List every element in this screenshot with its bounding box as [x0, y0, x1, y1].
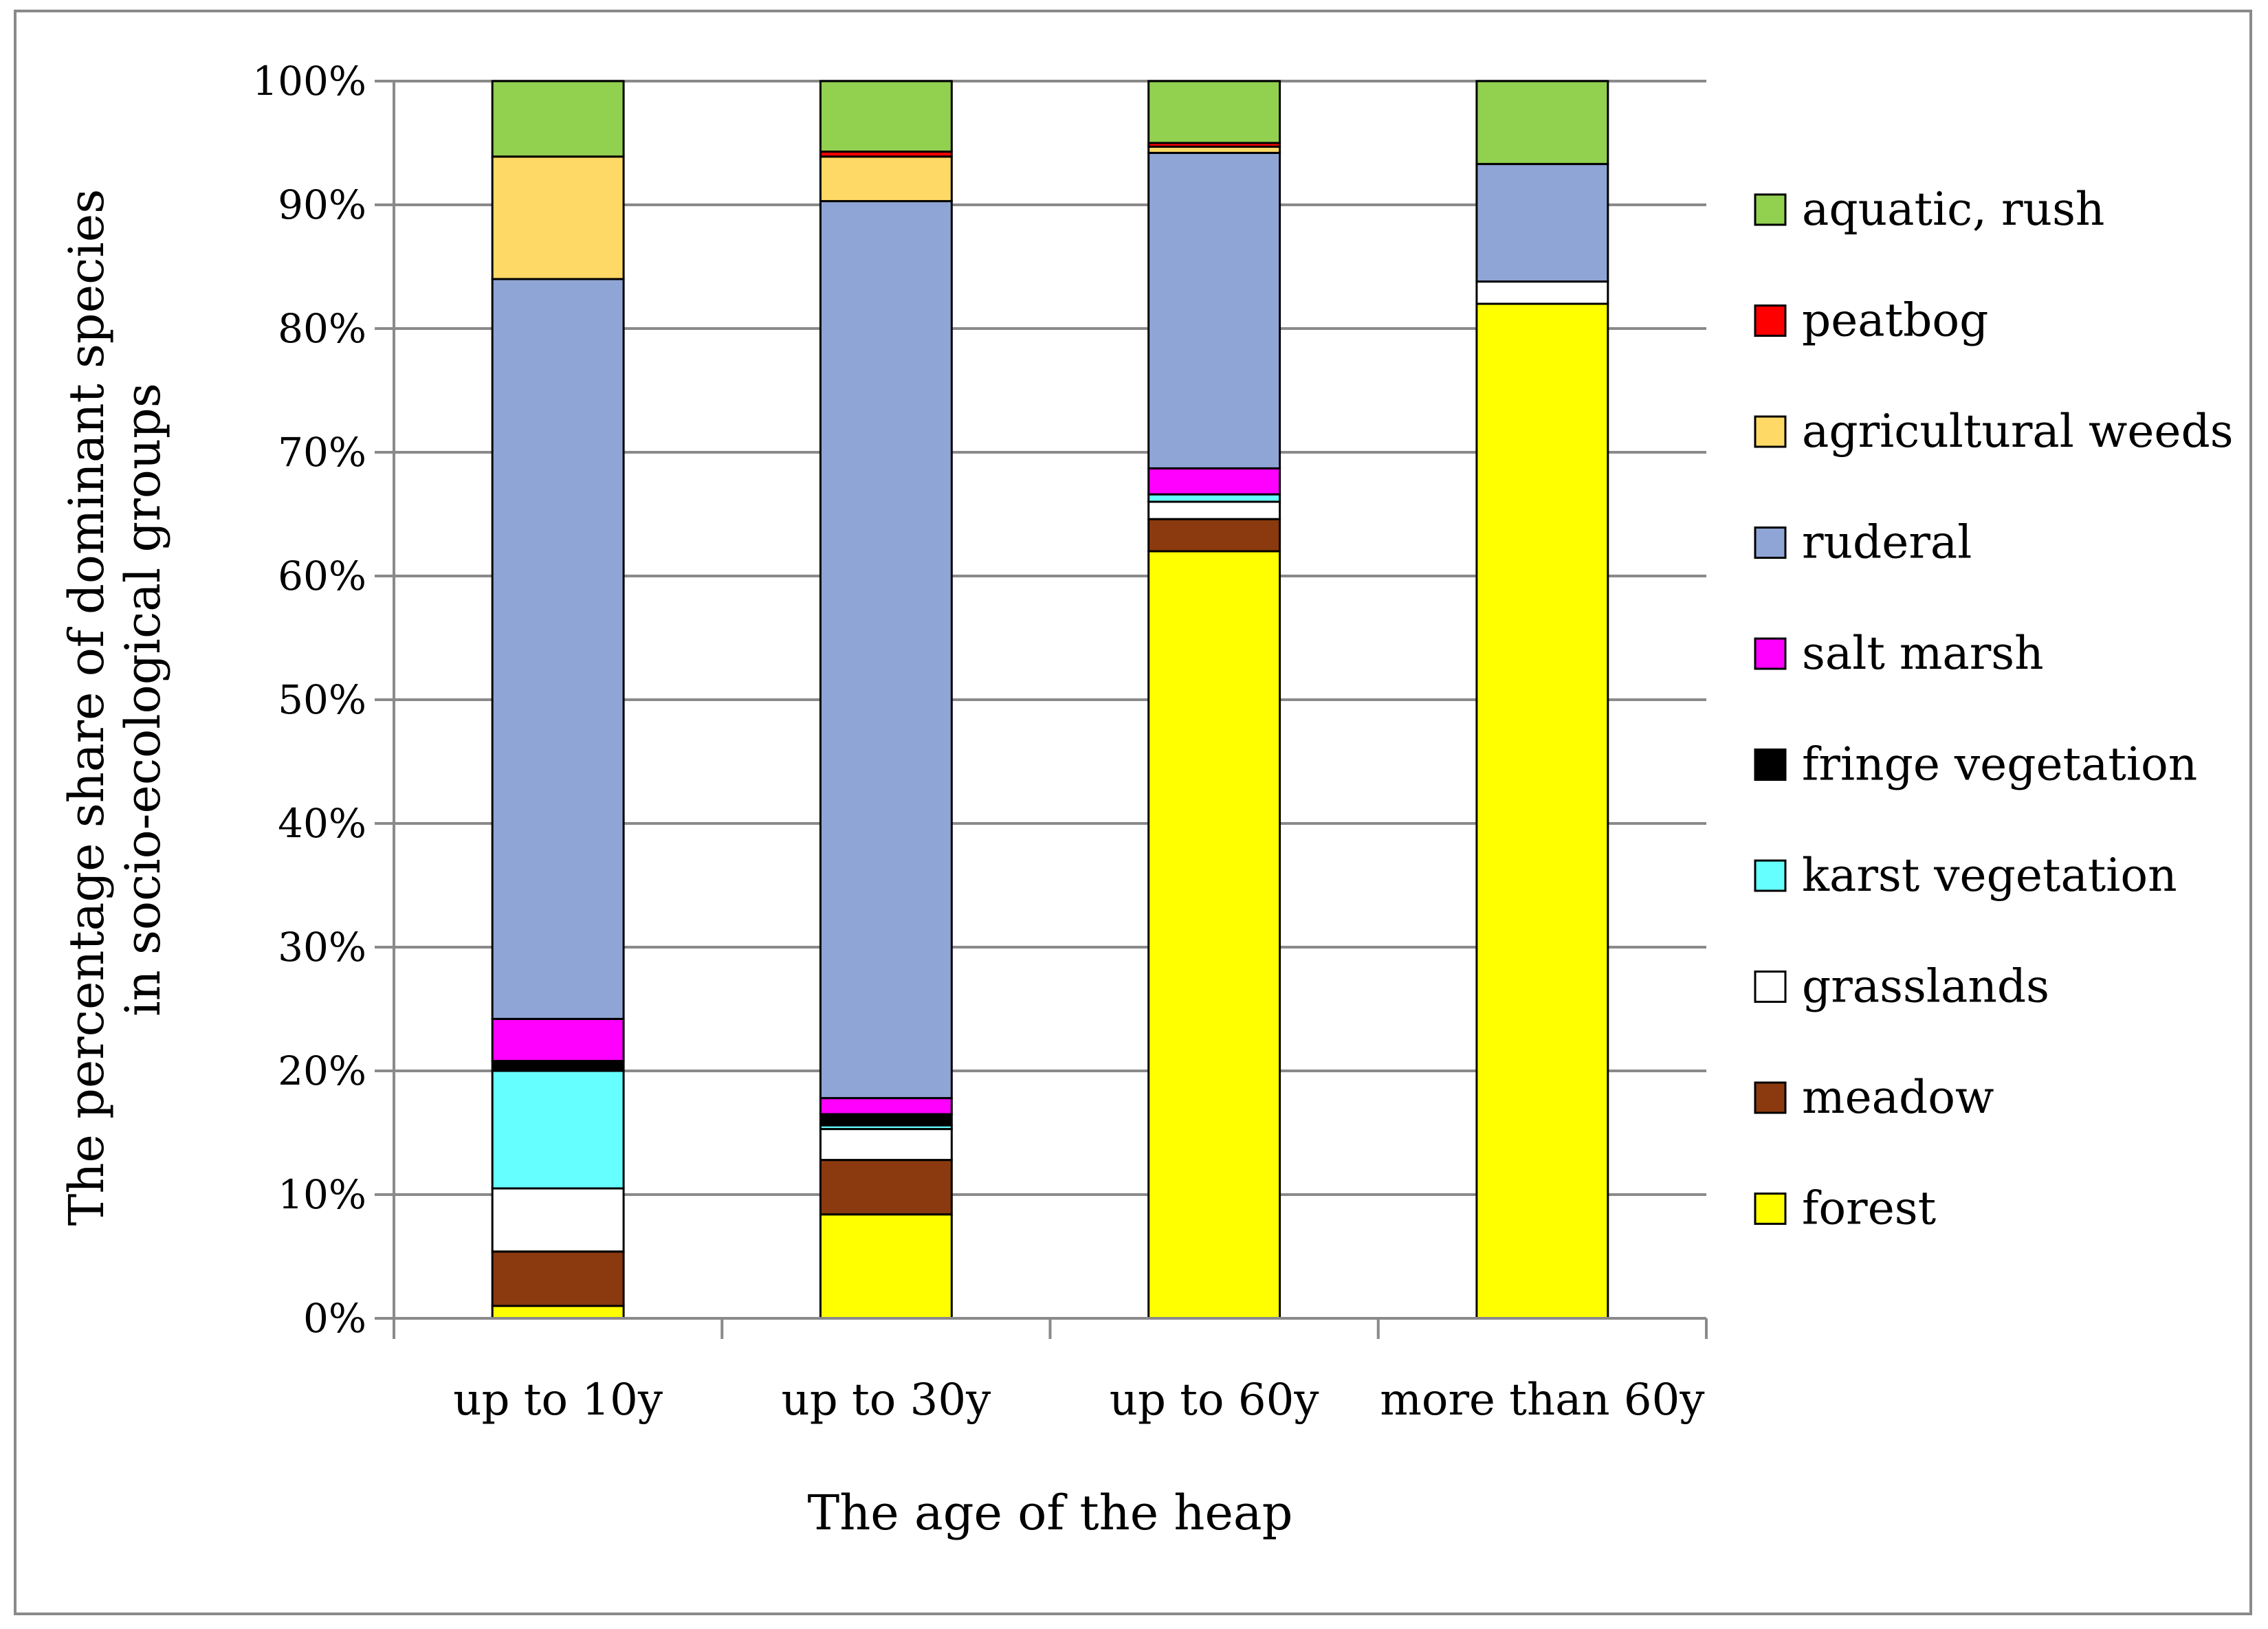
bar-segment-karst-vegetation — [1147, 493, 1281, 503]
y-tick-label: 10% — [278, 1171, 366, 1218]
bar-segment-salt-marsh — [491, 1017, 625, 1063]
legend-swatch — [1754, 1193, 1787, 1225]
legend: aquatic, rush peatbog agricultural weeds ru… — [1754, 183, 2234, 1235]
axes — [393, 81, 1708, 1339]
legend-label: salt marsh — [1802, 627, 2044, 680]
bar-segment-grasslands — [1147, 500, 1281, 520]
legend-item-ruderal: ruderal — [1754, 516, 1972, 569]
bar-segment-forest — [1475, 302, 1609, 1320]
legend-item-meadow: meadow — [1754, 1071, 1994, 1124]
legend-swatch — [1754, 304, 1787, 337]
bar-segment-salt-marsh — [819, 1097, 953, 1116]
bar-segment-meadow — [1147, 518, 1281, 553]
legend-swatch — [1754, 1081, 1787, 1114]
bar-segment-grasslands — [819, 1128, 953, 1162]
bar-segment-forest — [819, 1213, 953, 1320]
bar-segment-aquatic-rush — [1475, 80, 1609, 166]
y-tick-label: 100% — [252, 58, 366, 104]
bar-segment-aquatic-rush — [491, 80, 625, 158]
y-tick-labels: 0% 10% 20% 30% 40% 50% 60% 70% 80% 90% 100% — [252, 58, 366, 1342]
bar-segment-ruderal — [1475, 163, 1609, 283]
bar-segment-ruderal — [491, 278, 625, 1020]
bar-segment-agricultural-weeds — [491, 155, 625, 280]
x-tick-labels: up to 10y up to 30y up to 60y more than 60y — [453, 1375, 1704, 1426]
legend-item-agricultural-weeds: agricultural weeds — [1754, 405, 2234, 458]
legend-item-salt-marsh: salt marsh — [1754, 627, 2044, 680]
x-tick-label: more than 60y — [1380, 1375, 1704, 1426]
legend-item-karst-vegetation: karst vegetation — [1754, 849, 2177, 902]
legend-label: grasslands — [1802, 960, 2049, 1013]
bar-stack-up-to-30y — [819, 80, 953, 1320]
bar-stack-up-to-10y — [491, 80, 625, 1320]
y-axis-title-line-1: The percentage share of dominant species — [58, 189, 115, 1226]
y-tick-label: 70% — [278, 429, 366, 476]
bar-segment-fringe-vegetation — [819, 1113, 953, 1127]
bar-segment-grasslands — [1475, 280, 1609, 305]
bar-segment-forest — [1147, 550, 1281, 1320]
bar-segment-fringe-vegetation — [491, 1060, 625, 1072]
bar-stack-more-than-60y — [1475, 80, 1609, 1320]
legend-swatch — [1754, 859, 1787, 892]
bar-segment-ruderal — [819, 200, 953, 1100]
bar-segment-meadow — [819, 1159, 953, 1216]
legend-label: peatbog — [1802, 294, 1988, 347]
legend-swatch — [1754, 415, 1787, 448]
legend-swatch — [1754, 637, 1787, 670]
legend-label: forest — [1802, 1182, 1936, 1235]
x-axis-title: The age of the heap — [808, 1485, 1293, 1541]
legend-swatch — [1754, 193, 1787, 226]
bar-segment-salt-marsh — [1147, 467, 1281, 496]
legend-label: fringe vegetation — [1802, 738, 2197, 791]
y-tick-label: 90% — [278, 181, 366, 228]
bar-stack-up-to-60y — [1147, 80, 1281, 1320]
bars — [491, 80, 1609, 1320]
x-tick-label: up to 10y — [453, 1375, 663, 1426]
y-axis-title: The percentage share of dominant species… — [58, 174, 171, 1226]
legend-item-forest: forest — [1754, 1182, 1936, 1235]
legend-swatch — [1754, 971, 1787, 1003]
legend-item-grasslands: grasslands — [1754, 960, 2049, 1013]
y-tick-label: 80% — [278, 305, 366, 352]
y-tick-label: 0% — [303, 1295, 366, 1342]
bar-segment-meadow — [491, 1250, 625, 1307]
legend-label: aquatic, rush — [1802, 183, 2104, 236]
bar-segment-grasslands — [491, 1187, 625, 1253]
y-tick-label: 50% — [278, 676, 366, 723]
legend-label: ruderal — [1802, 516, 1972, 569]
y-tick-label: 20% — [278, 1048, 366, 1094]
legend-item-fringe-vegetation: fringe vegetation — [1754, 738, 2197, 791]
x-tick-label: up to 30y — [782, 1375, 991, 1426]
legend-label: agricultural weeds — [1802, 405, 2234, 458]
bar-segment-agricultural-weeds — [819, 155, 953, 203]
chart-frame — [14, 10, 2252, 1615]
y-tick-label: 60% — [278, 553, 366, 599]
y-tick-label: 40% — [278, 800, 366, 847]
legend-item-aquatic-rush: aquatic, rush — [1754, 183, 2104, 236]
bar-segment-aquatic-rush — [1147, 80, 1281, 144]
bar-segment-ruderal — [1147, 151, 1281, 469]
legend-swatch — [1754, 527, 1787, 559]
legend-swatch — [1754, 749, 1787, 781]
bar-segment-aquatic-rush — [819, 80, 953, 153]
legend-label: karst vegetation — [1802, 849, 2177, 902]
legend-item-peatbog: peatbog — [1754, 294, 1988, 347]
bar-segment-karst-vegetation — [491, 1070, 625, 1190]
legend-label: meadow — [1802, 1071, 1994, 1124]
y-tick-label: 30% — [278, 924, 366, 971]
x-tick-label: up to 60y — [1110, 1375, 1319, 1426]
bar-segment-forest — [491, 1305, 625, 1320]
y-axis-title-line-2: in socio-ecological groups — [115, 383, 171, 1016]
